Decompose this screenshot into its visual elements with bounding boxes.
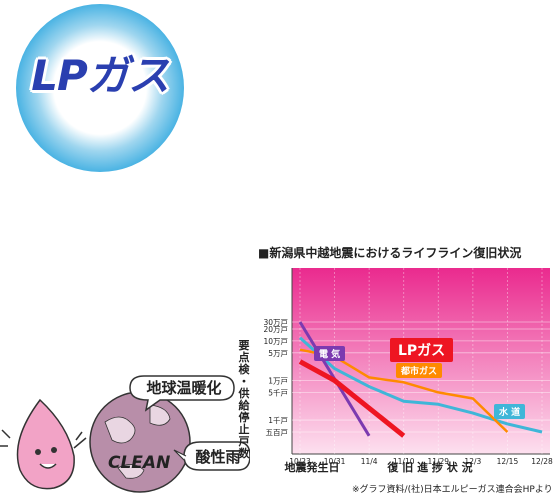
logo-title: LPガス: [31, 51, 170, 100]
y-tick-label: 1千戸: [268, 415, 288, 425]
y-tick-label: 5万戸: [268, 349, 288, 358]
y-tick-label: 20万戸: [263, 325, 288, 334]
bubble-global-warming: 地球温暖化: [146, 379, 221, 397]
chart-title: ■新潟県中越地震におけるライフライン復旧状況: [258, 246, 522, 260]
x-tick-label: 11/29: [427, 457, 449, 466]
x-tick-label: 12/28: [531, 457, 553, 466]
legend-label-lp-gas: LPガス: [390, 338, 454, 362]
x-axis-label-start: 地震発生日: [285, 460, 340, 474]
x-tick-label: 11/10: [393, 457, 415, 466]
x-tick-label: 12/3: [464, 457, 481, 466]
legend-label-water: 水 道: [494, 404, 526, 419]
x-tick-label: 10/23: [289, 457, 311, 466]
y-tick-label: 5千戸: [268, 387, 288, 397]
globe-clean-text: CLEAN: [108, 453, 170, 473]
series-line-water: [299, 336, 543, 434]
x-tick-label: 11/4: [361, 457, 378, 466]
legend-label-electricity: 電 気: [314, 346, 346, 361]
x-axis-label-progress: 復 旧 進 捗 状 況: [386, 460, 472, 474]
logo-glow: [16, 4, 184, 172]
y-tick-label: 10万戸: [263, 337, 288, 346]
bubble-acid-rain: 酸性雨: [195, 448, 240, 466]
x-tick-label: 12/15: [497, 457, 519, 466]
source-note: ※グラフ資料/(社)日本エルピーガス連合会HPより: [352, 485, 553, 495]
series-line-lp-gas: [298, 359, 406, 438]
x-tick-label: 10/31: [324, 457, 346, 466]
clean-earth-illustration: 地球温暖化 酸性雨 CLEAN: [0, 375, 250, 493]
y-axis-label: 要点検・供給停止戸数: [238, 339, 250, 460]
legend-label-city-gas: 都市ガス: [396, 363, 443, 378]
y-tick-label: 五百戸: [266, 428, 289, 437]
y-tick-label: 1万戸: [268, 376, 288, 385]
y-tick-label: 30万戸: [263, 318, 288, 327]
